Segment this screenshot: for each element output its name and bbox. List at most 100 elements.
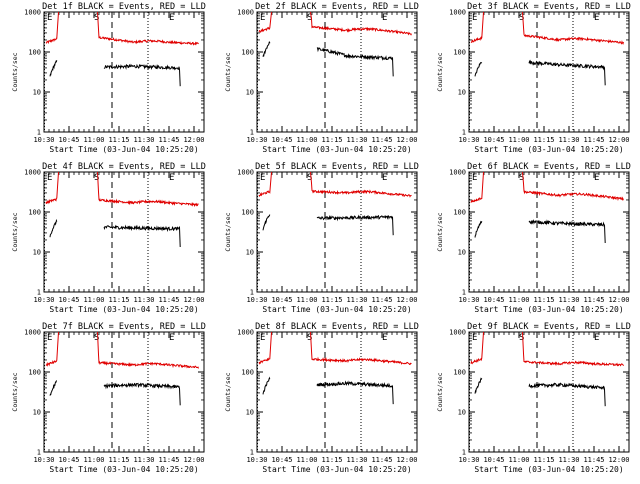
x-tick-label: 11:30 [346,296,367,304]
marker-e-end: E [169,333,174,343]
y-tick-label: 1 [37,129,41,137]
y-axis-label: Counts/sec [436,372,444,411]
x-tick-label: 11:30 [346,136,367,144]
x-tick-label: 10:45 [271,296,292,304]
y-tick-label: 10 [246,89,254,97]
y-tick-label: 10 [246,249,254,257]
x-tick-label: 11:45 [158,136,179,144]
y-tick-label: 1 [250,129,254,137]
x-tick-label: 11:30 [558,296,579,304]
x-tick-label: 11:45 [371,296,392,304]
panel-title: Det 8f BLACK = Events, RED = LLD [255,322,419,332]
x-tick-label: 11:15 [533,136,554,144]
x-tick-label: 11:00 [296,456,317,464]
lld-series-post [310,171,412,198]
x-axis-label: Start Time (03-Jun-04 10:25:20) [474,145,623,154]
events-series-pre [49,380,57,396]
panel-title: Det 2f BLACK = Events, RED = LLD [255,2,419,12]
x-tick-label: 10:30 [33,296,54,304]
x-tick-label: 10:45 [483,296,504,304]
y-tick-label: 100 [453,369,466,377]
x-tick-label: 11:15 [321,456,342,464]
x-tick-label: 11:00 [296,136,317,144]
x-tick-label: 11:45 [583,296,604,304]
lld-series-post [97,11,199,46]
events-series-pre [262,376,271,395]
lld-series-pre [45,11,59,45]
y-tick-label: 1000 [24,169,41,177]
x-axis-label: Start Time (03-Jun-04 10:25:20) [49,465,198,474]
panel-title: Det 6f BLACK = Events, RED = LLD [467,162,631,172]
events-series-post [316,214,394,236]
marker-e-start: E [472,13,477,23]
y-tick-label: 1 [37,289,41,297]
lld-series-pre [258,171,272,197]
x-tick-label: 11:30 [558,136,579,144]
x-axis-label: Start Time (03-Jun-04 10:25:20) [474,465,623,474]
y-tick-label: 10 [33,249,41,257]
lld-series-pre [258,11,272,33]
events-series-post [316,380,394,405]
y-tick-label: 1 [250,289,254,297]
y-tick-label: 100 [453,49,466,57]
marker-s: S [94,13,99,23]
x-tick-label: 10:30 [458,136,479,144]
lld-series-post [522,331,624,367]
panel-title: Det 5f BLACK = Events, RED = LLD [255,162,419,172]
y-tick-label: 100 [28,49,41,57]
x-tick-label: 11:00 [508,456,529,464]
panel-det-2: Det 2f BLACK = Events, RED = LLD 1 10 100 10… [224,2,419,154]
x-tick-label: 11:00 [83,456,104,464]
panel-det-3: Det 3f BLACK = Events, RED = LLD 1 10 100 10… [436,2,631,154]
panel-det-8: Det 8f BLACK = Events, RED = LLD 1 10 100 10… [224,322,419,474]
x-tick-label: 10:45 [483,136,504,144]
marker-e-end: E [594,173,599,183]
events-series-post [528,219,606,244]
x-tick-label: 11:00 [83,136,104,144]
x-tick-label: 11:30 [346,456,367,464]
x-tick-label: 11:45 [583,136,604,144]
events-series-pre [49,60,58,77]
x-axis-label: Start Time (03-Jun-04 10:25:20) [262,305,411,314]
events-series-post [103,224,181,248]
y-tick-label: 1 [462,449,466,457]
x-tick-label: 10:30 [33,456,54,464]
x-tick-label: 11:45 [158,296,179,304]
x-tick-label: 11:15 [108,136,129,144]
x-tick-label: 10:30 [458,296,479,304]
y-axis-label: Counts/sec [436,52,444,91]
x-tick-label: 11:15 [108,456,129,464]
marker-s: S [307,173,312,183]
panel-det-1: Det 1f BLACK = Events, RED = LLD 1 10 100 10… [11,2,206,154]
marker-e-end: E [169,173,174,183]
x-tick-label: 12:00 [183,296,204,304]
marker-s: S [519,13,524,23]
y-tick-label: 1000 [24,9,41,17]
x-axis-label: Start Time (03-Jun-04 10:25:20) [49,305,198,314]
marker-s: S [519,173,524,183]
lld-series-post [522,171,624,202]
panel-title: Det 4f BLACK = Events, RED = LLD [42,162,206,172]
x-tick-label: 11:00 [508,296,529,304]
marker-e-end: E [382,13,387,23]
x-tick-label: 12:00 [183,136,204,144]
x-tick-label: 10:30 [458,456,479,464]
x-tick-label: 11:15 [108,296,129,304]
y-tick-label: 10 [33,89,41,97]
y-tick-label: 100 [241,49,254,57]
marker-s: S [94,333,99,343]
y-tick-label: 1000 [24,329,41,337]
x-tick-label: 10:30 [246,296,267,304]
x-tick-label: 11:15 [321,296,342,304]
x-tick-label: 11:15 [533,456,554,464]
events-series-pre [474,377,483,394]
events-series-post [528,59,606,86]
x-tick-label: 11:00 [508,136,529,144]
y-tick-label: 100 [28,369,41,377]
y-axis-label: Counts/sec [224,212,232,251]
y-tick-label: 10 [458,249,466,257]
x-tick-label: 10:45 [58,136,79,144]
events-series-pre [474,61,483,77]
marker-e-end: E [169,13,174,23]
